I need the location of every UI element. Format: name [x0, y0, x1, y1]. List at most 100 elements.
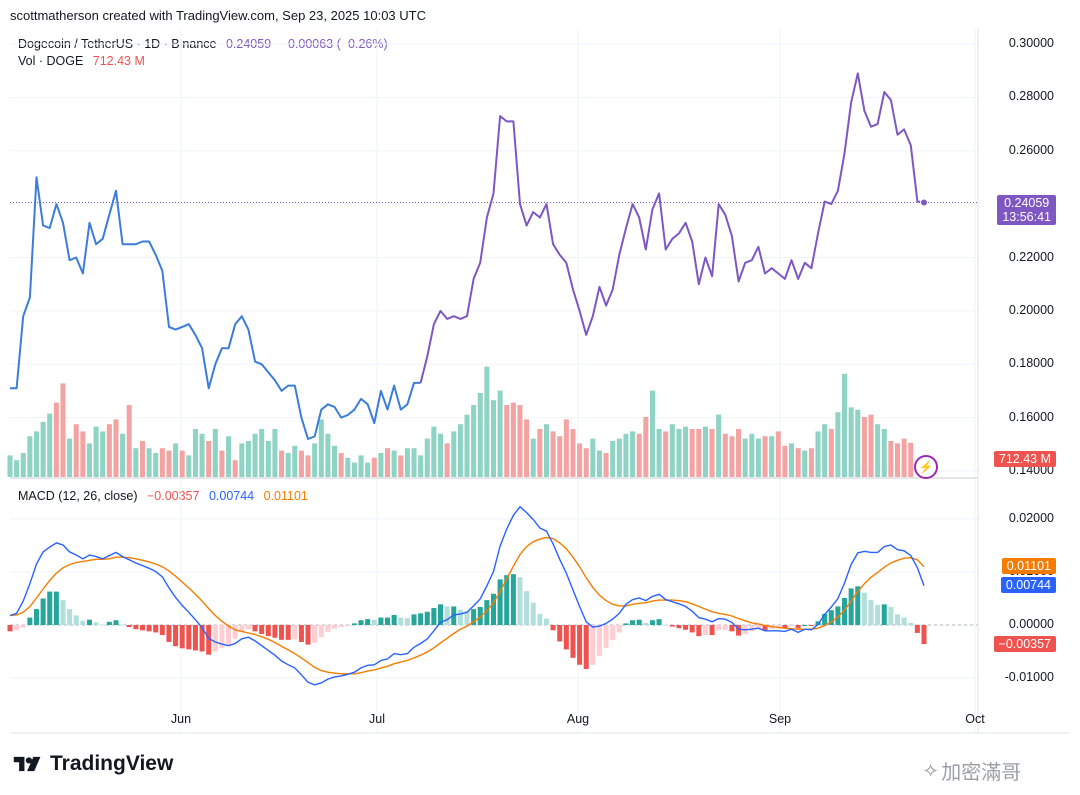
volume-bar	[179, 450, 185, 477]
macd-histogram-bar	[656, 619, 662, 625]
volume-bar	[901, 438, 907, 477]
volume-bar	[53, 402, 59, 477]
volume-bar	[696, 429, 702, 477]
macd-hist-value: −0.00357	[146, 489, 200, 503]
volume-bar	[504, 405, 510, 477]
volume-legend[interactable]: Vol · DOGE 712.43 M	[18, 54, 145, 68]
macd-histogram-bar	[173, 625, 179, 647]
price-axis-tick-label: 0.22000	[1008, 249, 1054, 264]
volume-bar	[199, 433, 205, 477]
macd-histogram-bar	[86, 619, 92, 625]
macd-histogram-bar	[577, 625, 583, 665]
macd-histogram-bar	[570, 625, 576, 658]
volume-bar	[477, 393, 483, 477]
macd-histogram-bar	[100, 624, 106, 626]
volume-bar	[252, 433, 258, 477]
macd-histogram-bar	[729, 625, 735, 632]
volume-bar	[808, 448, 814, 477]
macd-histogram-bar	[537, 613, 543, 625]
volume-bar	[550, 431, 556, 477]
volume-bar	[663, 431, 669, 477]
volume-bar	[861, 417, 867, 477]
volume-bar	[683, 426, 689, 477]
price-line-early	[10, 176, 421, 440]
macd-histogram-bar	[828, 610, 834, 625]
volume-bar	[795, 448, 801, 477]
macd-histogram-bar	[464, 611, 470, 625]
volume-bar	[298, 450, 304, 477]
volume-bar	[226, 436, 232, 477]
macd-histogram-bar	[683, 625, 689, 630]
volume-bar	[623, 433, 629, 477]
watermark-icon: ⟡	[924, 759, 938, 781]
macd-histogram-bar	[279, 625, 285, 640]
volume-bar	[649, 390, 655, 477]
volume-bar	[709, 429, 715, 477]
volume-bar	[86, 443, 92, 477]
volume-bar	[93, 426, 99, 477]
time-axis-tick-label: Jul	[369, 712, 385, 726]
macd-histogram-bar	[630, 620, 636, 625]
macd-histogram-bar	[345, 625, 351, 626]
macd-histogram-bar	[60, 600, 66, 625]
macd-histogram-bar	[484, 600, 490, 625]
volume-bar	[457, 424, 463, 477]
macd-histogram-bar	[186, 625, 192, 650]
volume-bar	[285, 453, 291, 477]
volume-bar	[166, 450, 172, 477]
volume-bar	[570, 429, 576, 477]
volume-bar	[722, 433, 728, 477]
macd-histogram	[7, 574, 927, 669]
macd-histogram-bar	[40, 598, 46, 625]
price-axis-tick-label: 0.28000	[1008, 89, 1054, 104]
macd-histogram-bar	[603, 625, 609, 648]
chart-attribution: scottmatherson created with TradingView.…	[10, 8, 426, 23]
volume-bar	[437, 433, 444, 477]
macd-hist-tag: −0.00357	[993, 636, 1056, 652]
macd-histogram-bar	[563, 625, 569, 650]
macd-histogram-bar	[921, 625, 927, 645]
macd-histogram-bar	[139, 625, 145, 631]
macd-histogram-bar	[166, 625, 172, 642]
volume-bar	[7, 455, 13, 477]
macd-histogram-bar	[749, 625, 755, 632]
volume-bar	[14, 460, 20, 477]
macd-histogram-bar	[318, 625, 324, 638]
lightning-icon[interactable]: ⚡	[914, 455, 938, 479]
macd-legend[interactable]: MACD (12, 26, close) −0.00357 0.00744 0.…	[18, 489, 308, 503]
volume-bar	[596, 450, 602, 477]
macd-histogram-bar	[67, 609, 73, 625]
volume-bar	[232, 460, 238, 477]
volume-bars	[7, 366, 914, 477]
volume-bar	[245, 441, 251, 477]
volume-bar	[497, 390, 503, 477]
volume-bar	[451, 431, 457, 477]
volume-bar	[40, 421, 46, 477]
macd-histogram-bar	[596, 625, 602, 656]
macd-histogram-bar	[590, 625, 596, 665]
volume-bar	[524, 419, 530, 477]
volume-bar	[325, 433, 331, 477]
macd-histogram-bar	[239, 625, 245, 633]
macd-histogram-bar	[471, 609, 477, 625]
macd-histogram-bar	[517, 577, 523, 625]
tradingview-logo[interactable]: TradingView	[12, 752, 173, 776]
macd-histogram-bar	[338, 625, 344, 628]
volume-bar	[630, 431, 636, 477]
macd-histogram-bar	[33, 609, 40, 625]
macd-histogram-bar	[789, 625, 795, 626]
volume-bar	[742, 438, 748, 477]
macd-histogram-bar	[126, 625, 132, 628]
macd-histogram-bar	[192, 625, 198, 651]
volume-bar	[875, 424, 881, 477]
volume-bar	[762, 436, 768, 477]
macd-histogram-bar	[199, 625, 205, 652]
macd-histogram-bar	[351, 623, 357, 625]
macd-histogram-bar	[782, 625, 788, 629]
volume-bar	[73, 424, 79, 477]
volume-value: 712.43 M	[92, 54, 145, 68]
watermark: ⟡ 加密滿哥	[924, 756, 1021, 785]
volume-bar	[265, 441, 271, 477]
signal-line	[9, 536, 925, 675]
